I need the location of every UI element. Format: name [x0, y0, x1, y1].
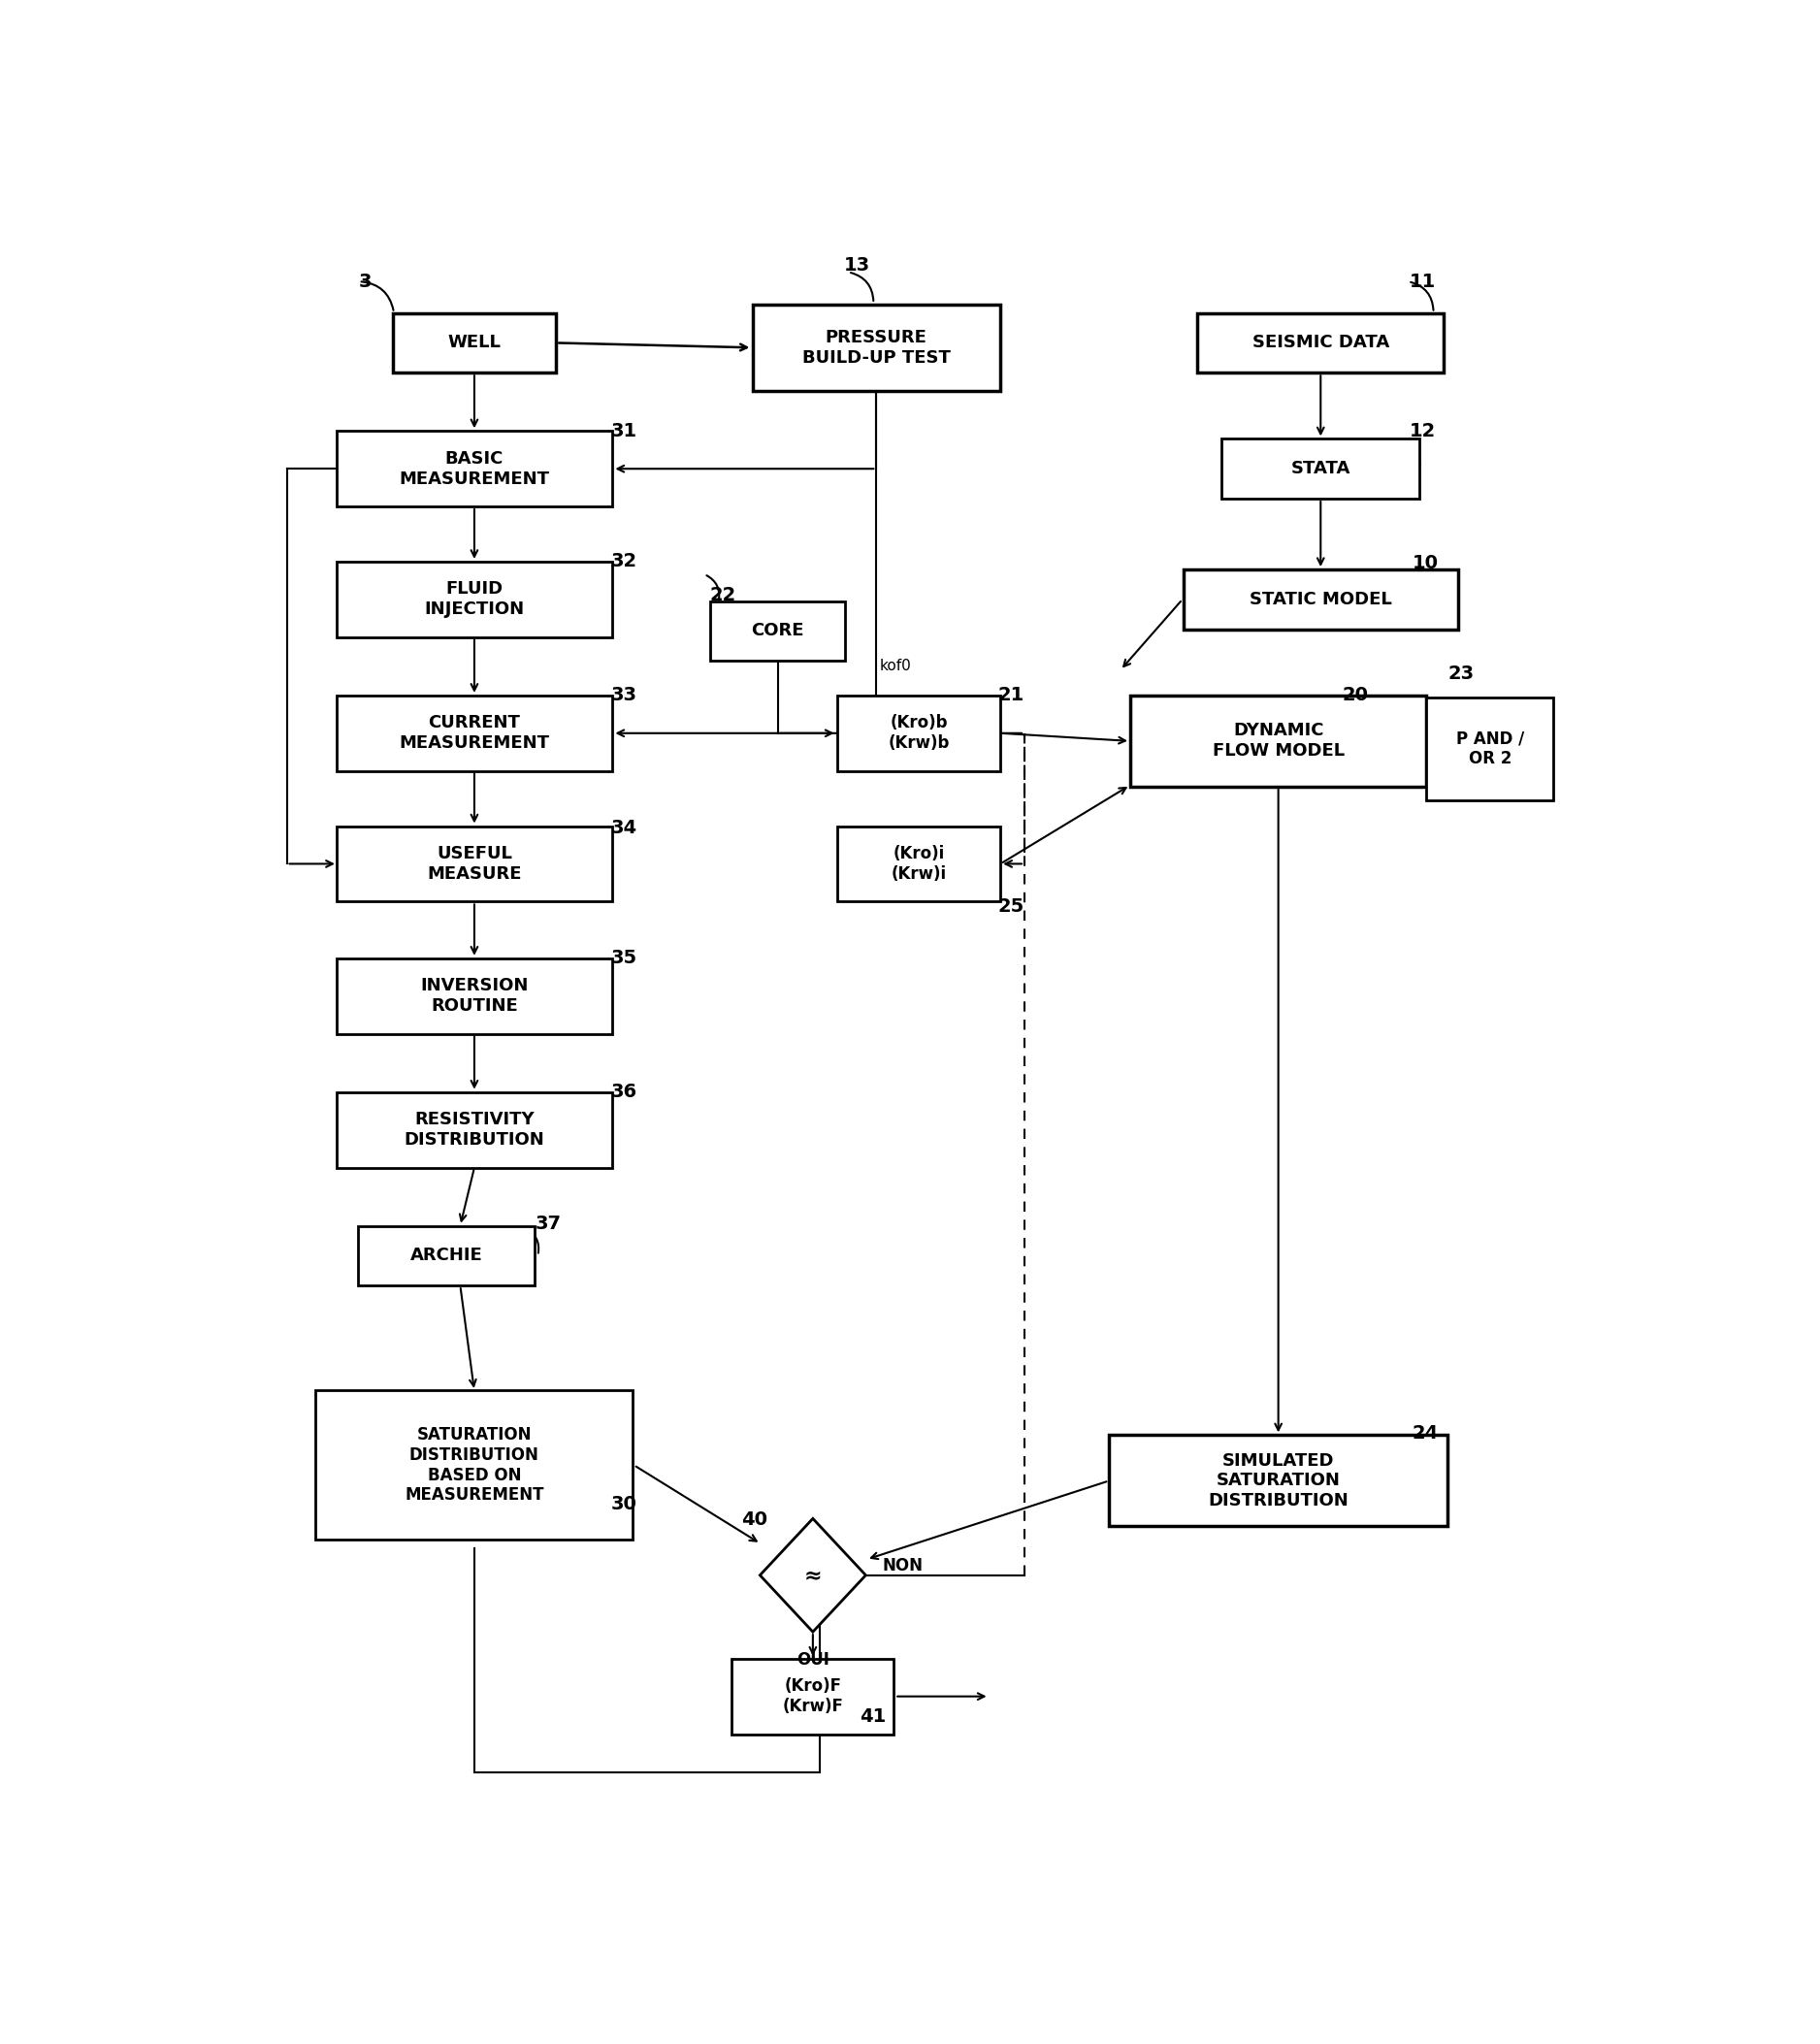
FancyBboxPatch shape — [1108, 1435, 1447, 1527]
Text: SIMULATED
SATURATION
DISTRIBUTION: SIMULATED SATURATION DISTRIBUTION — [1208, 1451, 1349, 1511]
Text: 10: 10 — [1412, 554, 1438, 572]
Text: ≈: ≈ — [804, 1566, 823, 1584]
FancyBboxPatch shape — [337, 695, 612, 771]
Text: PRESSURE
BUILD-UP TEST: PRESSURE BUILD-UP TEST — [803, 329, 950, 366]
Text: 32: 32 — [612, 552, 637, 570]
Text: SATURATION
DISTRIBUTION
BASED ON
MEASUREMENT: SATURATION DISTRIBUTION BASED ON MEASURE… — [404, 1427, 544, 1504]
Text: 37: 37 — [535, 1214, 561, 1233]
Text: SEISMIC DATA: SEISMIC DATA — [1252, 333, 1389, 352]
Text: WELL: WELL — [448, 333, 500, 352]
Text: CURRENT
MEASUREMENT: CURRENT MEASUREMENT — [399, 713, 550, 752]
Text: RESISTIVITY
DISTRIBUTION: RESISTIVITY DISTRIBUTION — [404, 1112, 544, 1149]
FancyBboxPatch shape — [837, 695, 999, 771]
FancyBboxPatch shape — [1221, 439, 1420, 499]
Text: 23: 23 — [1447, 664, 1474, 683]
Text: 20: 20 — [1341, 687, 1369, 705]
FancyBboxPatch shape — [837, 826, 999, 901]
Text: P AND /
OR 2: P AND / OR 2 — [1456, 730, 1523, 769]
FancyBboxPatch shape — [337, 826, 612, 901]
Text: 22: 22 — [710, 585, 737, 603]
FancyBboxPatch shape — [1183, 570, 1458, 630]
Text: kof0: kof0 — [879, 658, 912, 672]
Text: 21: 21 — [997, 687, 1025, 705]
Text: 3: 3 — [359, 272, 371, 290]
FancyBboxPatch shape — [315, 1390, 633, 1539]
FancyBboxPatch shape — [393, 313, 555, 372]
Text: CORE: CORE — [752, 621, 804, 640]
FancyBboxPatch shape — [337, 431, 612, 507]
FancyBboxPatch shape — [710, 601, 844, 660]
Text: 35: 35 — [612, 948, 637, 967]
FancyBboxPatch shape — [1130, 695, 1427, 787]
Text: BASIC
MEASUREMENT: BASIC MEASUREMENT — [399, 450, 550, 489]
Text: (Kro)b
(Krw)b: (Kro)b (Krw)b — [888, 713, 950, 752]
Text: 11: 11 — [1409, 272, 1436, 290]
Text: 33: 33 — [612, 687, 637, 705]
FancyBboxPatch shape — [1198, 313, 1443, 372]
Text: 31: 31 — [612, 421, 637, 439]
FancyBboxPatch shape — [753, 305, 999, 390]
Text: 30: 30 — [612, 1494, 637, 1515]
Text: FLUID
INJECTION: FLUID INJECTION — [424, 580, 524, 617]
Text: 12: 12 — [1409, 421, 1436, 439]
Text: 13: 13 — [844, 258, 870, 276]
Text: OUI: OUI — [797, 1652, 830, 1670]
Text: INVERSION
ROUTINE: INVERSION ROUTINE — [420, 977, 528, 1014]
Text: 25: 25 — [997, 897, 1025, 916]
Text: 40: 40 — [741, 1511, 766, 1529]
FancyBboxPatch shape — [337, 959, 612, 1034]
Polygon shape — [761, 1519, 866, 1631]
Text: 24: 24 — [1412, 1425, 1440, 1443]
FancyBboxPatch shape — [337, 562, 612, 638]
Text: ARCHIE: ARCHIE — [410, 1247, 482, 1265]
Text: (Kro)i
(Krw)i: (Kro)i (Krw)i — [892, 844, 946, 883]
Text: 34: 34 — [612, 818, 637, 836]
FancyBboxPatch shape — [732, 1658, 894, 1733]
Text: STATA: STATA — [1290, 460, 1350, 478]
Text: STATIC MODEL: STATIC MODEL — [1250, 591, 1392, 609]
Text: (Kro)F
(Krw)F: (Kro)F (Krw)F — [783, 1678, 843, 1715]
FancyBboxPatch shape — [337, 1091, 612, 1167]
Text: 36: 36 — [612, 1083, 637, 1102]
Text: DYNAMIC
FLOW MODEL: DYNAMIC FLOW MODEL — [1212, 722, 1345, 760]
Text: NON: NON — [883, 1558, 923, 1574]
Text: USEFUL
MEASURE: USEFUL MEASURE — [428, 844, 522, 883]
FancyBboxPatch shape — [1427, 697, 1552, 799]
Text: 41: 41 — [859, 1707, 886, 1725]
FancyBboxPatch shape — [359, 1226, 535, 1286]
